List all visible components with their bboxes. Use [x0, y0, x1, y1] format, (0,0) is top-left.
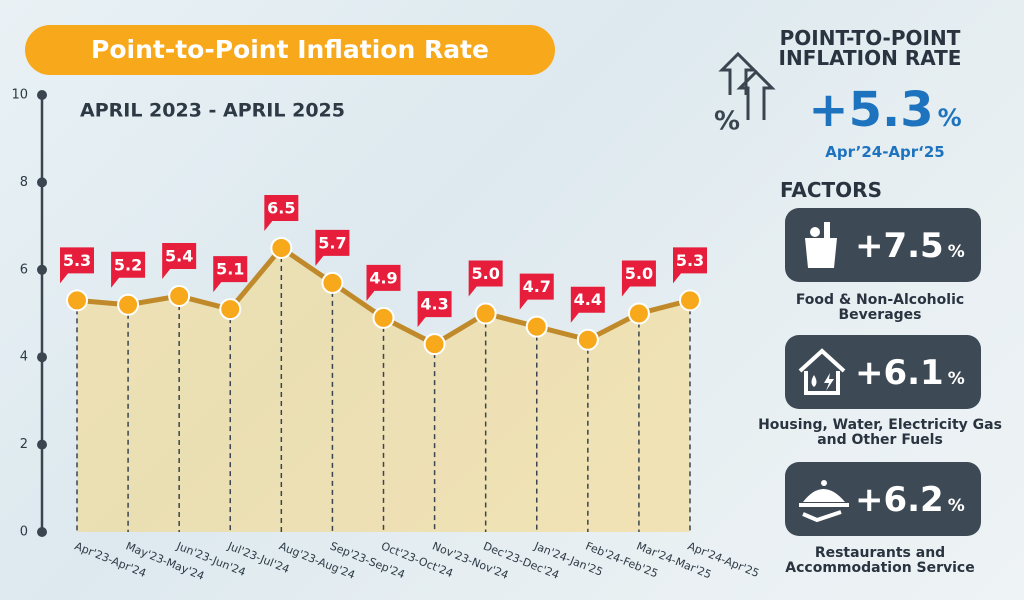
label-box [111, 251, 146, 288]
data-label: 5.0 [471, 264, 499, 283]
y-tick-label: 4 [20, 350, 28, 365]
factor-value-box: +6.1% [855, 353, 965, 393]
factor-label: Housing, Water, Electricity Gas and Othe… [758, 417, 1002, 448]
factor-card: +6.1% [785, 335, 981, 409]
point [321, 271, 344, 294]
point [423, 333, 446, 356]
y-tick-label: 8 [20, 175, 28, 190]
factor-value-box: +7.5% [855, 226, 965, 266]
factor-label: Restaurants and Accommodation Service [785, 545, 975, 576]
y-tick-label: 6 [20, 262, 28, 277]
factor-unit: % [947, 242, 965, 262]
data-label: 4.4 [574, 290, 602, 309]
factor-card: +6.2% [785, 462, 981, 536]
factor-value-box: +6.2% [855, 480, 965, 520]
label-box [60, 247, 94, 284]
data-label: 5.3 [676, 251, 704, 270]
svg-text:%: % [714, 107, 740, 131]
label-box [264, 194, 299, 231]
y-tick-label: 0 [20, 525, 28, 540]
data-label: 4.7 [523, 277, 551, 296]
headline: +5.3% [795, 82, 975, 138]
food-icon [805, 222, 837, 268]
y-tick-label: 10 [11, 88, 28, 103]
label-box [315, 229, 350, 266]
factor-label: Food & Non-Alcoholic Beverages [795, 292, 965, 323]
label-box [570, 286, 605, 323]
chart: Point-to-Point Inflation Rate APRIL 2023… [11, 25, 760, 583]
chart-title: Point-to-Point Inflation Rate [91, 35, 489, 64]
data-label: 4.9 [369, 268, 397, 287]
data-label: 5.3 [63, 251, 91, 270]
factors-heading: FACTORS [780, 178, 882, 202]
factor-unit: % [947, 369, 965, 389]
headline-value: +5.3 [808, 82, 934, 138]
label-box [519, 273, 554, 310]
factor-unit: % [947, 496, 965, 516]
y-tick [37, 177, 47, 188]
point [576, 328, 599, 351]
panel-title: POINT-TO-POINT INFLATION RATE [778, 26, 962, 70]
y-tick [37, 527, 47, 537]
factor-value: +6.1 [855, 353, 944, 393]
label-box [162, 243, 197, 280]
data-label: 4.3 [420, 295, 448, 314]
label-box [673, 247, 707, 284]
data-label: 5.0 [625, 264, 653, 283]
y-tick-label: 2 [20, 437, 28, 452]
point [474, 302, 497, 325]
label-box [621, 260, 656, 297]
chart-subtitle: APRIL 2023 - APRIL 2025 [80, 100, 345, 122]
data-label: 5.1 [216, 260, 244, 279]
y-tick [37, 352, 47, 363]
housing-icon [798, 348, 846, 395]
y-tick [37, 439, 47, 450]
point [270, 236, 293, 259]
restaurant-icon [799, 480, 849, 523]
data-label: 5.4 [165, 247, 193, 266]
factor-value: +6.2 [855, 480, 944, 520]
label-box [417, 291, 452, 328]
headline-unit: % [937, 104, 962, 132]
point [372, 306, 395, 329]
label-box [213, 256, 248, 293]
y-tick [37, 264, 47, 275]
point [627, 302, 650, 325]
point [117, 293, 140, 316]
label-box [366, 264, 401, 301]
data-label: 5.2 [114, 255, 142, 274]
point [525, 315, 548, 338]
headline-period: Apr’24-Apr‘25 [825, 143, 945, 161]
point [66, 289, 88, 312]
data-label: 6.5 [267, 198, 295, 217]
point [168, 285, 191, 308]
factor-value: +7.5 [855, 226, 944, 266]
inflation-icon: % [714, 51, 776, 131]
point [219, 298, 242, 321]
title-pill [25, 25, 555, 75]
data-label: 5.7 [318, 233, 346, 252]
point [679, 289, 701, 312]
label-box [468, 260, 503, 297]
factor-card: +7.5% [785, 208, 981, 282]
y-tick [37, 90, 47, 100]
